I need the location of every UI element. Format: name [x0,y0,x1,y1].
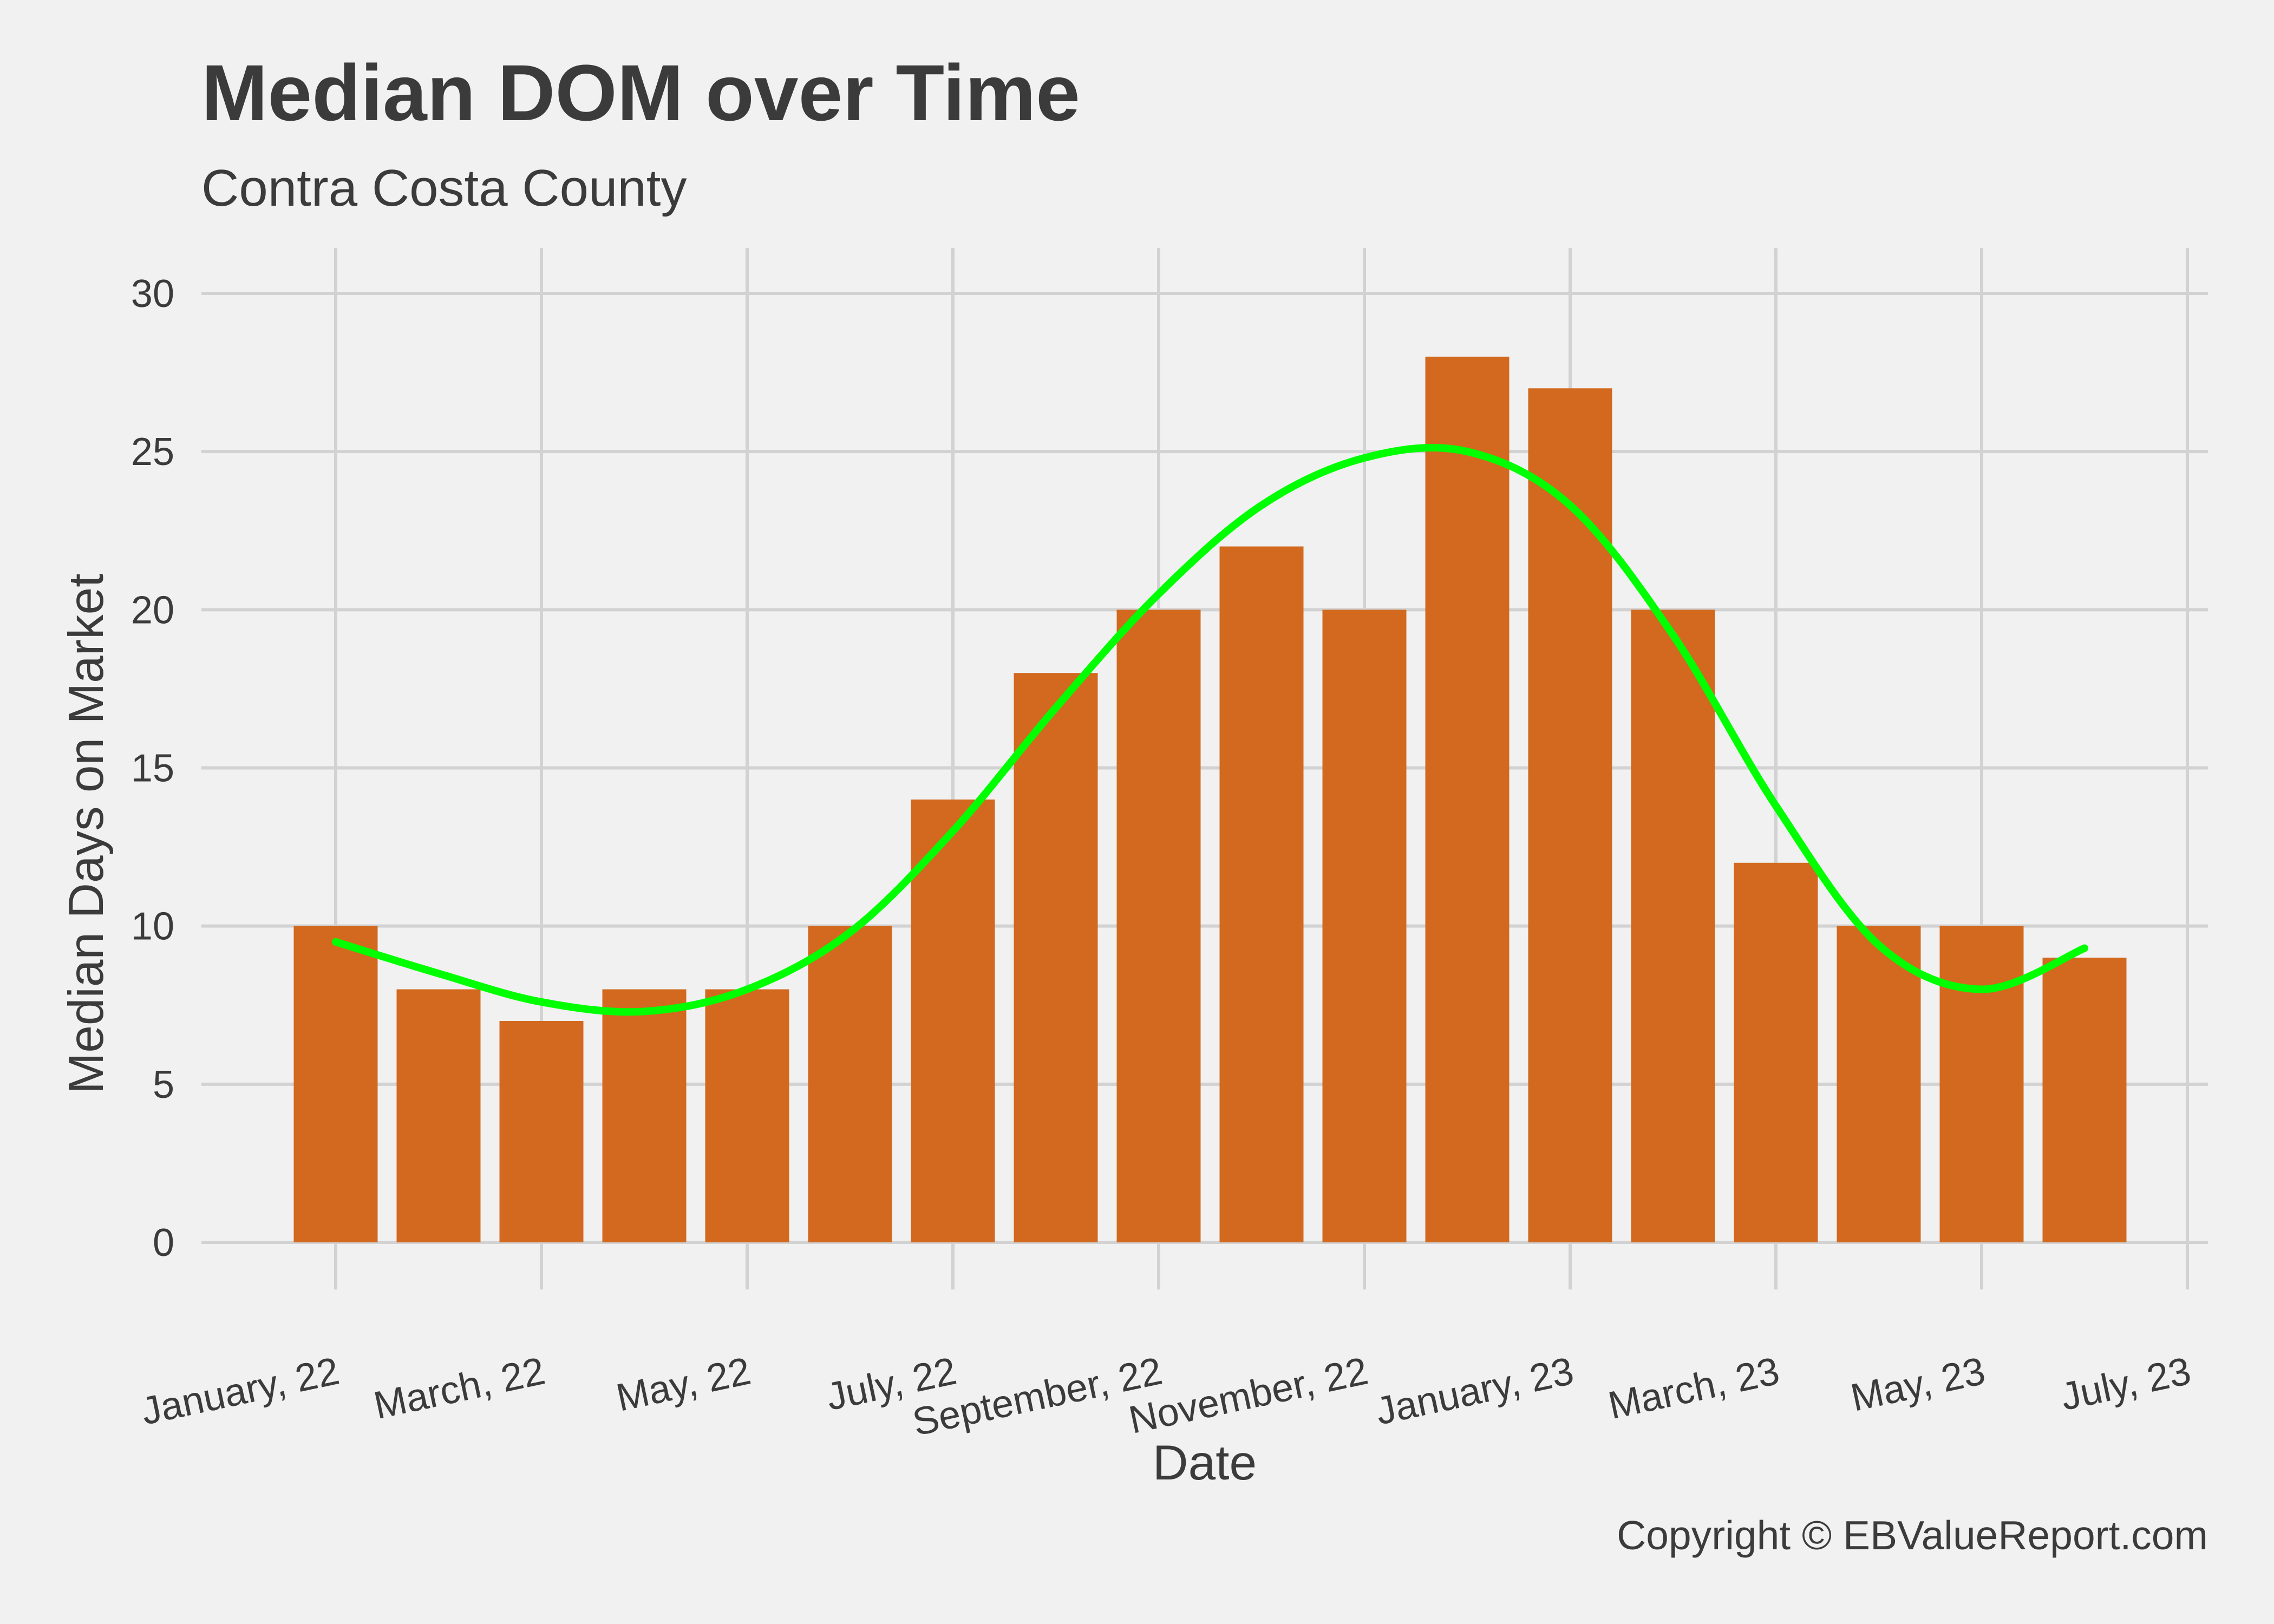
bar [1116,610,1201,1242]
bar [705,989,789,1242]
chart-title: Median DOM over Time [201,49,1080,137]
y-tick-label: 15 [131,747,174,790]
chart-subtitle: Contra Costa County [201,159,687,217]
trend-line [332,444,2088,1016]
y-tick-label: 5 [153,1063,174,1106]
bar [2042,958,2127,1242]
x-axis-title: Date [1153,1436,1257,1490]
bars [293,356,2127,1242]
y-tick-label: 0 [153,1221,174,1265]
bar [1837,926,1921,1242]
bar [1528,388,1612,1242]
bar [499,1020,584,1242]
bar [1631,610,1715,1242]
y-tick-label: 25 [131,430,174,474]
bar [1425,356,1510,1242]
bar [293,926,378,1242]
y-tick-label: 30 [131,272,174,316]
y-tick-label: 10 [131,905,174,948]
bar [808,926,892,1242]
bar [1219,546,1304,1242]
copyright-caption: Copyright © EBValueReport.com [1617,1512,2208,1558]
bar [1734,862,1818,1242]
bar [1322,610,1407,1242]
bar [602,989,687,1242]
y-axis-title: Median Days on Market [59,574,114,1094]
y-axis-ticks: 0 5 10 15 20 25 30 [131,272,174,1265]
bar [1939,926,2024,1242]
y-tick-label: 20 [131,588,174,632]
bar [911,799,995,1242]
bar [396,989,481,1242]
bar [1014,673,1098,1242]
